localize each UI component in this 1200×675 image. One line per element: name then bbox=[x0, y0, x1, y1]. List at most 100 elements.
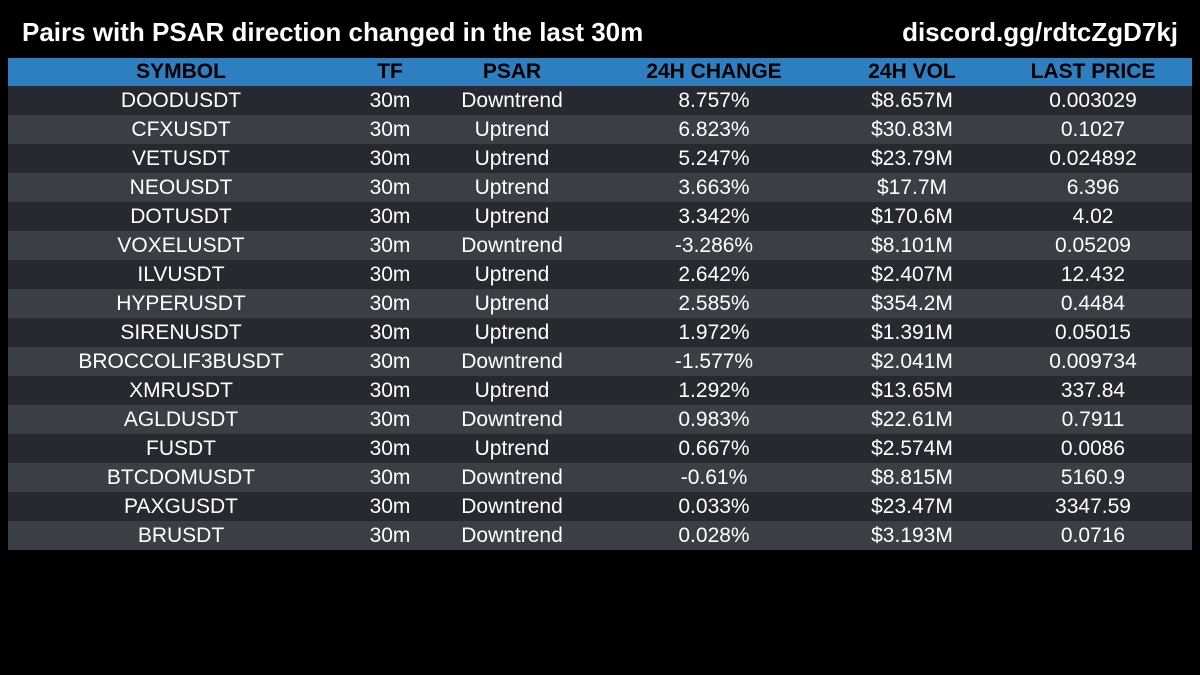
table-row: BROCCOLIF3BUSDT 30m Downtrend -1.577% $2.041… bbox=[8, 347, 1192, 376]
cell-price: 4.02 bbox=[1072, 205, 1114, 228]
cell-vol: $23.47M bbox=[871, 495, 953, 518]
cell-psar: Downtrend bbox=[461, 524, 563, 547]
table-row: AGLDUSDT 30m Downtrend 0.983% $22.61M 0.7911 bbox=[8, 405, 1192, 434]
cell-price: 0.05015 bbox=[1055, 321, 1131, 344]
cell-change: 1.972% bbox=[678, 321, 750, 344]
table-row: DOTUSDT 30m Uptrend 3.342% $170.6M 4.02 bbox=[8, 202, 1192, 231]
cell-psar: Uptrend bbox=[474, 205, 550, 228]
cell-tf: 30m bbox=[369, 466, 411, 489]
cell-price: 0.0716 bbox=[1060, 524, 1126, 547]
cell-change: 6.823% bbox=[678, 118, 750, 141]
psar-table: SYMBOL TF PSAR 24H CHANGE 24H VOL LAST P… bbox=[8, 58, 1192, 550]
cell-price: 0.024892 bbox=[1049, 147, 1137, 170]
page-header: Pairs with PSAR direction changed in the… bbox=[0, 0, 1200, 58]
cell-symbol: PAXGUSDT bbox=[124, 495, 238, 518]
table-row: XMRUSDT 30m Uptrend 1.292% $13.65M 337.84 bbox=[8, 376, 1192, 405]
cell-tf: 30m bbox=[369, 350, 411, 373]
cell-psar: Uptrend bbox=[474, 118, 550, 141]
cell-tf: 30m bbox=[369, 147, 411, 170]
cell-symbol: BRUSDT bbox=[137, 524, 225, 547]
table-row: DOODUSDT 30m Downtrend 8.757% $8.657M 0.00302… bbox=[8, 86, 1192, 115]
cell-symbol: AGLDUSDT bbox=[123, 408, 239, 431]
table-row: ILVUSDT 30m Uptrend 2.642% $2.407M 12.432 bbox=[8, 260, 1192, 289]
cell-price: 0.003029 bbox=[1049, 89, 1137, 112]
cell-price: 12.432 bbox=[1060, 263, 1126, 286]
table-body: DOODUSDT 30m Downtrend 8.757% $8.657M 0.00302… bbox=[8, 86, 1192, 550]
column-header-vol: 24H VOL bbox=[868, 60, 956, 83]
cell-change: 0.028% bbox=[678, 524, 750, 547]
discord-link[interactable]: discord.gg/rdtcZgD7kj bbox=[902, 17, 1178, 47]
table-row: CFXUSDT 30m Uptrend 6.823% $30.83M 0.1027 bbox=[8, 115, 1192, 144]
cell-price: 337.84 bbox=[1060, 379, 1126, 402]
cell-symbol: VETUSDT bbox=[131, 147, 230, 170]
cell-change: 2.585% bbox=[678, 292, 750, 315]
cell-price: 0.05209 bbox=[1055, 234, 1131, 257]
cell-vol: $17.7M bbox=[876, 176, 948, 199]
cell-vol: $354.2M bbox=[871, 292, 953, 315]
cell-price: 3347.59 bbox=[1055, 495, 1131, 518]
cell-tf: 30m bbox=[369, 408, 411, 431]
cell-change: 0.667% bbox=[678, 437, 750, 460]
table-row: NEOUSDT 30m Uptrend 3.663% $17.7M 6.396 bbox=[8, 173, 1192, 202]
cell-change: 3.342% bbox=[678, 205, 750, 228]
table-row: BTCDOMUSDT 30m Downtrend -0.61% $8.815M 5160.… bbox=[8, 463, 1192, 492]
cell-tf: 30m bbox=[369, 495, 411, 518]
cell-symbol: FUSDT bbox=[146, 437, 216, 460]
cell-symbol: NEOUSDT bbox=[129, 176, 233, 199]
cell-tf: 30m bbox=[369, 118, 411, 141]
table-row: BRUSDT 30m Downtrend 0.028% $3.193M 0.0716 bbox=[8, 521, 1192, 550]
cell-psar: Uptrend bbox=[474, 176, 550, 199]
cell-psar: Uptrend bbox=[474, 437, 550, 460]
cell-price: 0.7911 bbox=[1061, 408, 1125, 431]
cell-price: 6.396 bbox=[1066, 176, 1120, 199]
cell-tf: 30m bbox=[369, 379, 411, 402]
cell-psar: Uptrend bbox=[474, 379, 550, 402]
cell-psar: Downtrend bbox=[461, 234, 563, 257]
cell-price: 0.009734 bbox=[1049, 350, 1137, 373]
cell-symbol: BROCCOLIF3BUSDT bbox=[78, 350, 284, 373]
cell-vol: $3.193M bbox=[871, 524, 953, 547]
cell-tf: 30m bbox=[369, 176, 411, 199]
cell-symbol: DOODUSDT bbox=[120, 89, 242, 112]
cell-psar: Uptrend bbox=[474, 147, 550, 170]
cell-change: 0.033% bbox=[678, 495, 750, 518]
cell-tf: 30m bbox=[369, 89, 411, 112]
cell-vol: $2.407M bbox=[871, 263, 953, 286]
cell-change: 3.663% bbox=[678, 176, 750, 199]
cell-psar: Uptrend bbox=[474, 292, 550, 315]
cell-price: 0.1027 bbox=[1060, 118, 1126, 141]
cell-vol: $8.101M bbox=[871, 234, 953, 257]
page-title: Pairs with PSAR direction changed in the… bbox=[22, 17, 644, 47]
cell-symbol: ILVUSDT bbox=[137, 263, 225, 286]
table-header-row: SYMBOL TF PSAR 24H CHANGE 24H VOL LAST P… bbox=[8, 58, 1192, 86]
cell-change: 2.642% bbox=[678, 263, 750, 286]
table-row: VOXELUSDT 30m Downtrend -3.286% $8.101M 0.052… bbox=[8, 231, 1192, 260]
cell-symbol: VOXELUSDT bbox=[117, 234, 245, 257]
cell-symbol: BTCDOMUSDT bbox=[106, 466, 256, 489]
column-header-symbol: SYMBOL bbox=[136, 60, 226, 83]
cell-psar: Downtrend bbox=[461, 466, 563, 489]
cell-vol: $170.6M bbox=[871, 205, 953, 228]
cell-change: -1.577% bbox=[674, 350, 754, 373]
cell-symbol: HYPERUSDT bbox=[116, 292, 246, 315]
table-row: PAXGUSDT 30m Downtrend 0.033% $23.47M 3347.59 bbox=[8, 492, 1192, 521]
cell-price: 0.0086 bbox=[1060, 437, 1126, 460]
cell-psar: Uptrend bbox=[474, 321, 550, 344]
cell-price: 5160.9 bbox=[1060, 466, 1126, 489]
table-row: VETUSDT 30m Uptrend 5.247% $23.79M 0.024892 bbox=[8, 144, 1192, 173]
column-header-psar: PSAR bbox=[482, 60, 542, 83]
column-header-price: LAST PRICE bbox=[1030, 60, 1156, 83]
cell-symbol: XMRUSDT bbox=[129, 379, 233, 402]
cell-psar: Downtrend bbox=[461, 350, 563, 373]
cell-vol: $13.65M bbox=[871, 379, 953, 402]
cell-vol: $2.041M bbox=[871, 350, 953, 373]
cell-change: 8.757% bbox=[678, 89, 750, 112]
cell-change: 0.983% bbox=[678, 408, 750, 431]
table-row: SIRENUSDT 30m Uptrend 1.972% $1.391M 0.05015 bbox=[8, 318, 1192, 347]
cell-psar: Downtrend bbox=[461, 408, 563, 431]
column-header-change: 24H CHANGE bbox=[646, 60, 782, 83]
cell-psar: Uptrend bbox=[474, 263, 550, 286]
cell-vol: $22.61M bbox=[871, 408, 953, 431]
table-row: HYPERUSDT 30m Uptrend 2.585% $354.2M 0.4484 bbox=[8, 289, 1192, 318]
cell-vol: $2.574M bbox=[871, 437, 953, 460]
